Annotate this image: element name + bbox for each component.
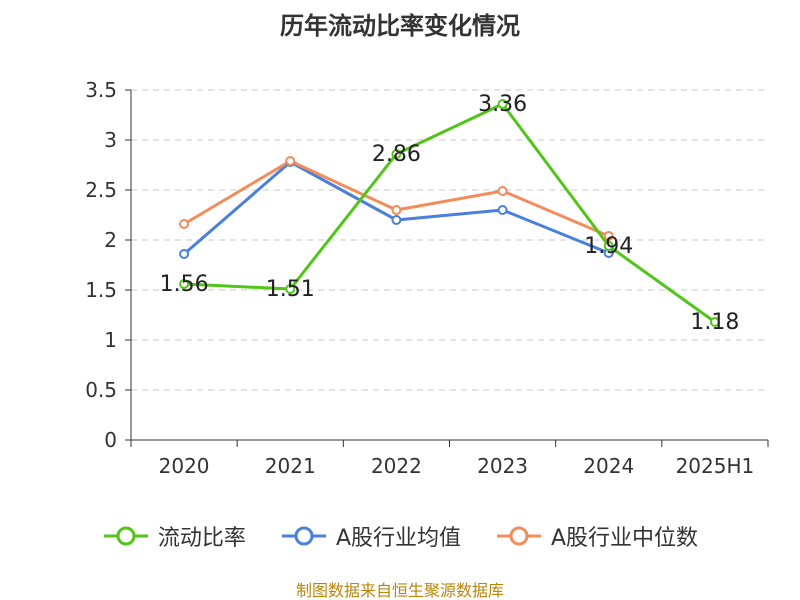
x-tick-label: 2023 (477, 454, 528, 478)
legend-label: 流动比率 (157, 526, 246, 551)
data-label: 1.56 (160, 272, 209, 297)
legend-line-circle-icon (281, 526, 326, 546)
data-point (179, 249, 190, 259)
data-label: 1.94 (584, 234, 633, 259)
line-chart: 0 0.5 1 1.5 2 2.5 3 3.5 2020 2021 2022 2023 2024 2025… (85, 78, 769, 478)
data-label: 1.18 (690, 310, 739, 335)
y-tick-label: 1 (104, 328, 117, 352)
data-label: 3.36 (478, 92, 527, 117)
data-point (603, 231, 614, 241)
data-point (497, 205, 508, 215)
y-tick-label: 1.5 (85, 278, 117, 302)
x-tick-label: 2021 (265, 454, 316, 478)
data-point (391, 205, 402, 215)
chart-legend: 流动比率 A股行业均值 A股行业中位数 (0, 518, 800, 554)
data-label: 2.86 (372, 142, 421, 167)
x-tick-label: 2025H1 (676, 454, 755, 478)
x-tick-label: 2024 (583, 454, 634, 478)
data-point (497, 99, 508, 109)
data-point (391, 149, 402, 159)
data-source-note: 制图数据来自恒生聚源数据库 (295, 581, 504, 600)
legend-item[interactable]: A股行业均值 (280, 520, 461, 552)
data-point (603, 241, 614, 251)
data-point (179, 219, 190, 229)
x-tick-label: 2020 (159, 454, 210, 478)
legend-label: A股行业均值 (335, 526, 461, 551)
data-point (285, 156, 296, 166)
y-tick-label: 0.5 (85, 378, 117, 402)
y-tick-label: 0 (104, 428, 117, 452)
data-point (391, 215, 402, 225)
data-point (285, 284, 296, 294)
legend-item[interactable]: A股行业中位数 (495, 520, 698, 552)
data-point (179, 279, 190, 289)
chart-title: 历年流动比率变化情况 (280, 12, 520, 40)
legend-label: A股行业中位数 (551, 526, 699, 551)
data-point (497, 186, 508, 196)
y-tick-label: 2 (104, 228, 117, 252)
legend-item[interactable]: 流动比率 (102, 520, 246, 552)
data-label: 1.51 (266, 277, 315, 302)
legend-line-circle-icon (497, 526, 541, 546)
legend-line-circle-icon (103, 526, 148, 546)
series-line-0 (184, 102, 716, 324)
y-tick-label: 3 (104, 128, 117, 152)
y-tick-label: 2.5 (85, 178, 117, 202)
y-tick-label: 3.5 (85, 78, 117, 102)
x-tick-label: 2022 (371, 454, 422, 478)
data-point (709, 317, 720, 327)
